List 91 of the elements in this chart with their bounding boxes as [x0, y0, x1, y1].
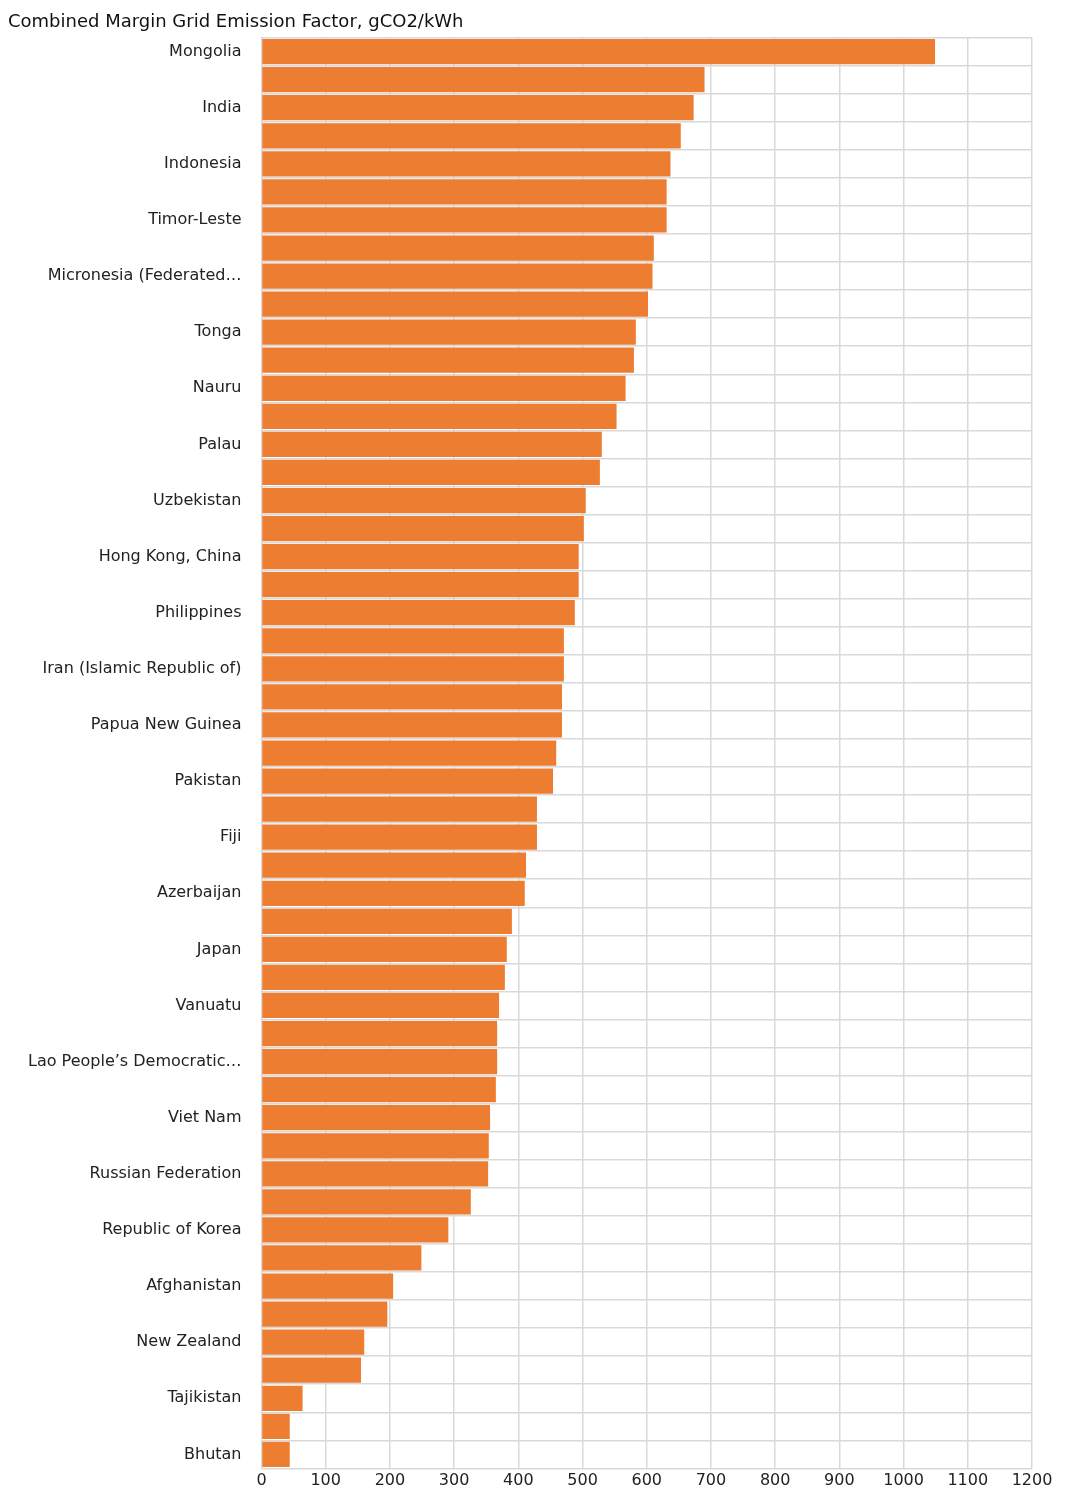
bar	[262, 824, 537, 850]
y-tick-label: Afghanistan	[146, 1275, 242, 1295]
x-tick-label: 0	[256, 1470, 267, 1490]
y-tick-label: Tonga	[193, 321, 242, 341]
bar	[262, 1441, 290, 1467]
bar	[262, 123, 681, 149]
bar	[262, 1161, 489, 1187]
bar	[262, 1048, 498, 1075]
y-tick-label: India	[202, 96, 242, 116]
y-tick-label: Philippines	[155, 601, 242, 621]
bar	[262, 151, 671, 177]
bar	[262, 1245, 422, 1271]
y-tick-label: New Zealand	[136, 1331, 242, 1351]
bar	[262, 992, 500, 1019]
bar	[262, 852, 527, 878]
bar	[262, 1357, 362, 1383]
bar	[262, 628, 564, 654]
y-tick-label: Azerbaijan	[156, 882, 242, 902]
y-tick-label: Nauru	[192, 377, 242, 397]
bar	[262, 235, 654, 261]
x-tick-label: 1200	[1011, 1470, 1053, 1490]
x-tick-label: 1000	[883, 1470, 924, 1490]
y-tick-label: Indonesia	[164, 153, 242, 172]
y-tick-label: Iran (Islamic Republic of)	[42, 657, 242, 677]
bar	[262, 740, 557, 766]
y-tick-label: Japan	[195, 938, 242, 958]
bar	[262, 207, 667, 233]
bar	[262, 656, 564, 682]
y-tick-label: Tajikistan	[166, 1387, 242, 1407]
bar	[262, 1020, 498, 1047]
bar	[262, 880, 525, 906]
bar	[262, 1413, 290, 1439]
bar	[262, 459, 600, 486]
bar	[262, 431, 602, 458]
bar	[262, 684, 562, 710]
y-tick-label: Uzbekistan	[153, 489, 242, 509]
bar	[262, 1077, 496, 1103]
bar	[262, 768, 553, 794]
bar	[262, 1217, 449, 1243]
x-tick-label: 200	[374, 1470, 406, 1490]
y-tick-label: Lao People’s Democratic…	[27, 1050, 242, 1070]
bar	[262, 1189, 471, 1215]
x-tick-label: 100	[310, 1470, 341, 1490]
x-tick-label: 1100	[947, 1470, 989, 1490]
x-tick-label: 900	[824, 1470, 855, 1490]
bar	[262, 403, 617, 429]
bar	[262, 39, 936, 65]
x-tick-label: 300	[438, 1470, 470, 1490]
bar	[262, 263, 653, 289]
y-tick-label: Papua New Guinea	[90, 714, 242, 734]
y-tick-label: Timor-Leste	[147, 209, 242, 229]
y-tick-label: Viet Nam	[167, 1106, 242, 1126]
bar	[262, 319, 636, 345]
bar	[262, 1329, 365, 1355]
bar	[262, 487, 586, 514]
bar	[262, 964, 505, 991]
bar	[262, 515, 584, 542]
bar	[262, 291, 649, 317]
x-tick-label: 600	[631, 1470, 663, 1490]
bar	[262, 712, 562, 738]
y-tick-label: Bhutan	[184, 1443, 242, 1463]
bar	[262, 1385, 303, 1411]
bar	[262, 1133, 489, 1159]
bar	[262, 1273, 394, 1299]
bar	[262, 572, 579, 598]
x-tick-label: 400	[503, 1470, 534, 1490]
x-tick-label: 800	[759, 1470, 791, 1490]
bar	[262, 936, 507, 963]
bar	[262, 543, 579, 570]
bar	[262, 600, 575, 626]
x-tick-label: 700	[695, 1470, 727, 1490]
x-tick-label: 500	[567, 1470, 598, 1490]
bar	[262, 1301, 388, 1327]
bar	[262, 347, 634, 373]
bar	[262, 796, 537, 822]
y-tick-label: Republic of Korea	[102, 1219, 242, 1239]
y-tick-label: Russian Federation	[89, 1162, 242, 1182]
bar	[262, 95, 694, 121]
bar	[262, 908, 512, 934]
bar	[262, 1105, 491, 1131]
y-tick-label: Vanuatu	[175, 994, 242, 1014]
bar	[262, 179, 667, 205]
y-tick-label: Palau	[198, 433, 242, 453]
y-tick-label: Micronesia (Federated…	[47, 265, 242, 285]
y-tick-label: Pakistan	[174, 770, 242, 790]
bar	[262, 375, 626, 401]
y-tick-label: Hong Kong, China	[98, 545, 242, 565]
y-tick-label: Fiji	[220, 826, 242, 846]
bar	[262, 67, 705, 93]
chart-title: Combined Margin Grid Emission Factor, gCO2/kWh	[8, 10, 464, 32]
y-tick-label: Mongolia	[169, 40, 242, 60]
